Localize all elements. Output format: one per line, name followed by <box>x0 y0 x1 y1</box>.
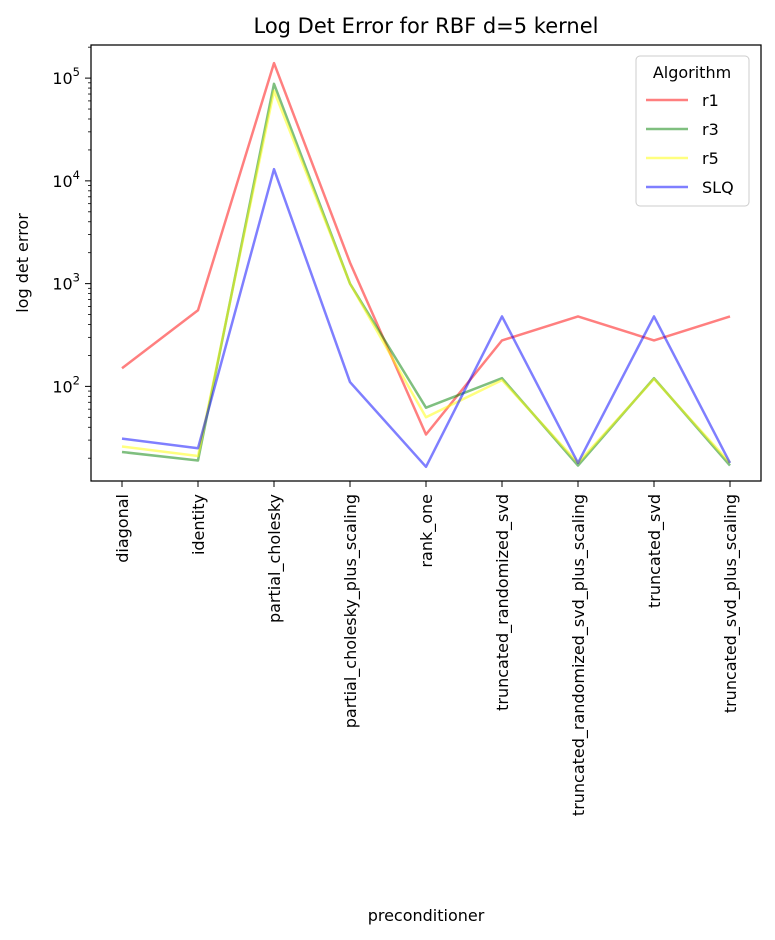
x-axis-label: preconditioner <box>368 906 485 925</box>
y-axis-label: log det error <box>13 213 32 313</box>
y-tick-label-base: 10 <box>52 275 72 294</box>
x-tick-label: partial_cholesky <box>265 494 285 623</box>
y-tick-label: 105 <box>52 65 80 88</box>
y-tick-label-exponent: 2 <box>73 373 80 387</box>
x-tick-label: truncated_svd_plus_scaling <box>721 494 741 713</box>
y-tick-label-exponent: 4 <box>73 168 80 182</box>
x-axis: diagonal identity partial_cholesky partial_… <box>113 481 741 816</box>
legend: Algorithm r1 r3 r5 SLQ <box>635 55 750 207</box>
y-tick-label: 103 <box>52 271 80 294</box>
y-tick-label: 104 <box>52 168 80 191</box>
x-tick-label: diagonal <box>113 494 132 563</box>
legend-label-r3: r3 <box>702 120 719 139</box>
x-tick-label: partial_cholesky_plus_scaling <box>341 494 361 728</box>
y-tick-label-base: 10 <box>52 69 72 88</box>
x-tick-label: truncated_svd <box>645 494 665 608</box>
legend-label-r5: r5 <box>702 149 719 168</box>
y-tick-label-base: 10 <box>52 172 72 191</box>
series-line-slq <box>121 167 732 469</box>
series-line-r1 <box>121 61 731 436</box>
y-tick-label-exponent: 3 <box>73 271 80 285</box>
series-lines <box>121 61 732 469</box>
y-tick-label-exponent: 5 <box>73 65 80 79</box>
legend-label-r1: r1 <box>702 91 719 110</box>
legend-box <box>635 55 750 207</box>
y-tick-label: 102 <box>52 373 80 396</box>
chart-title: Log Det Error for RBF d=5 kernel <box>254 14 599 38</box>
x-tick-label: truncated_randomized_svd_plus_scaling <box>569 494 589 816</box>
x-tick-label: truncated_randomized_svd <box>493 494 513 711</box>
legend-label-slq: SLQ <box>702 178 734 197</box>
series-line-r5 <box>121 89 731 465</box>
x-tick-label: identity <box>189 494 208 555</box>
legend-title: Algorithm <box>653 63 731 82</box>
y-tick-label-base: 10 <box>52 377 72 396</box>
x-tick-label: rank_one <box>417 494 437 568</box>
